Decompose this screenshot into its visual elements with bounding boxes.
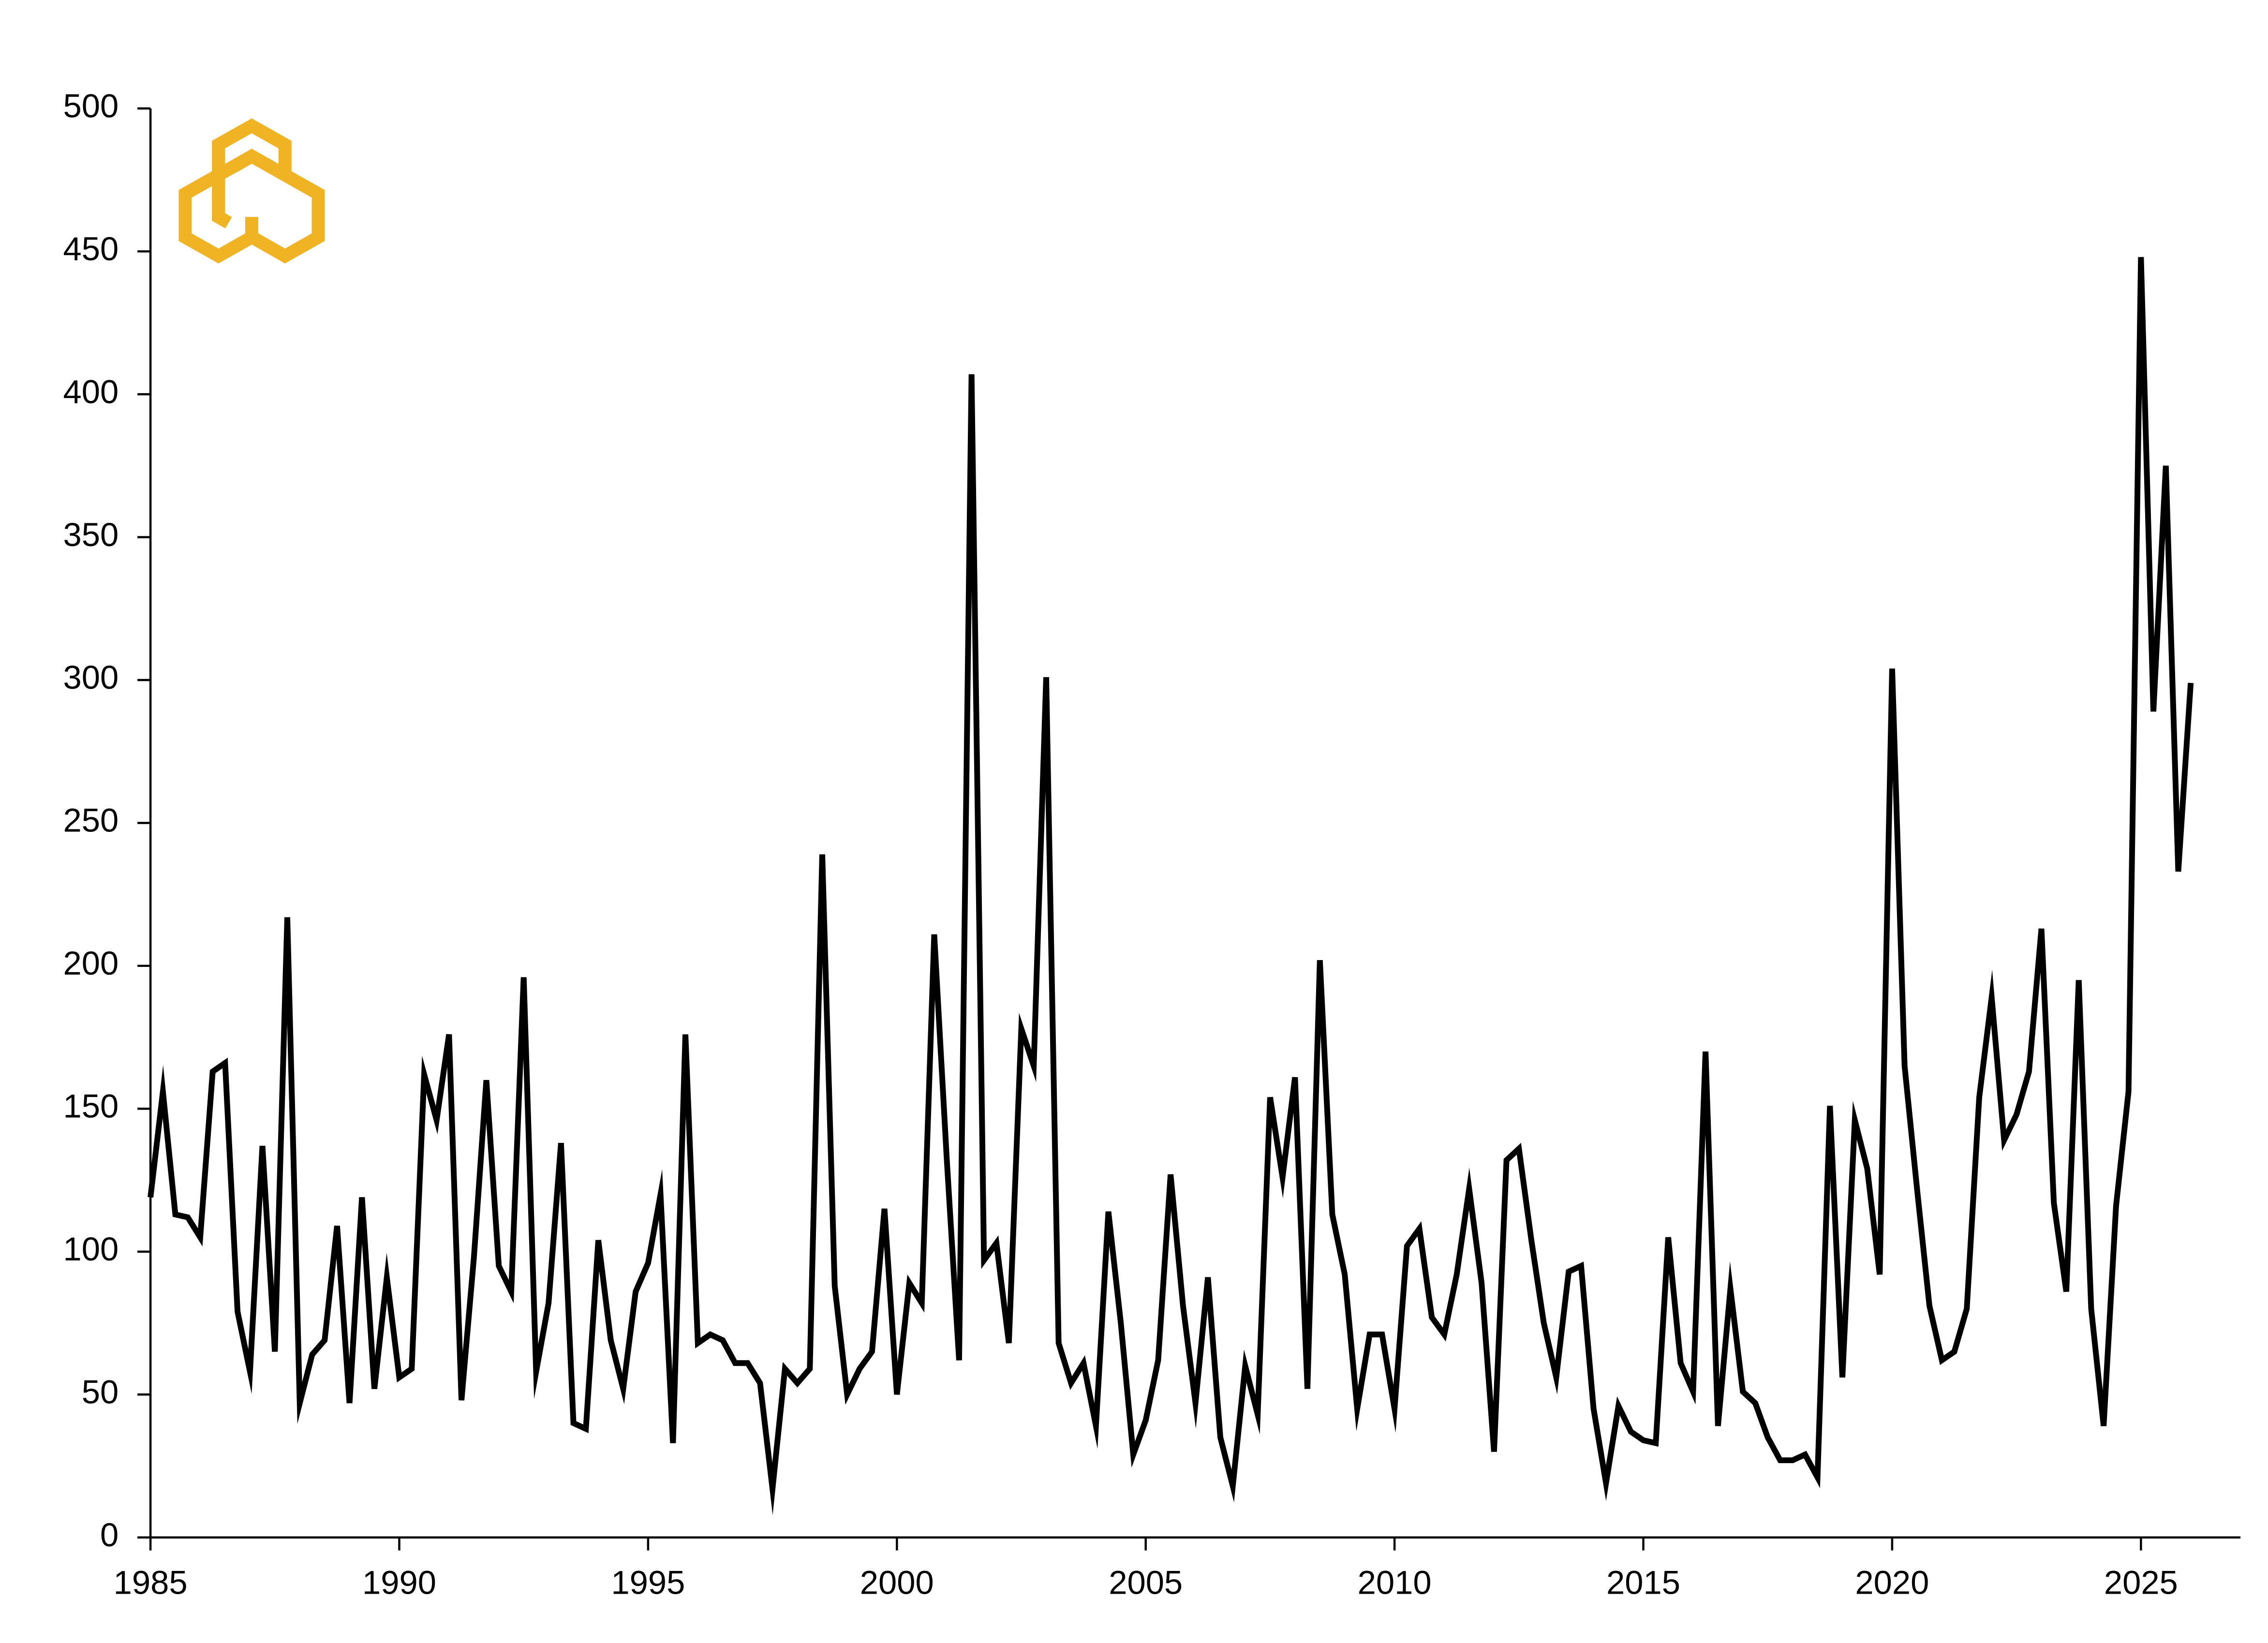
- x-tick-label: 2015: [1606, 1564, 1680, 1601]
- y-tick-label: 400: [63, 373, 119, 410]
- x-tick-label: 1995: [611, 1564, 685, 1601]
- y-tick-label: 450: [63, 230, 119, 267]
- y-tick-label: 150: [63, 1088, 119, 1125]
- y-tick-label: 50: [82, 1373, 119, 1410]
- x-tick-label: 2010: [1358, 1564, 1432, 1601]
- x-tick-label: 1990: [362, 1564, 436, 1601]
- x-tick-label: 2005: [1109, 1564, 1183, 1601]
- y-tick-label: 200: [63, 945, 119, 982]
- y-tick-label: 300: [63, 659, 119, 696]
- logo: [178, 118, 325, 264]
- x-tick-label: 2000: [860, 1564, 934, 1601]
- x-tick-label: 2020: [1855, 1564, 1929, 1601]
- data-line: [148, 257, 2194, 1515]
- y-tick-label: 350: [63, 516, 119, 553]
- y-tick-label: 0: [100, 1516, 119, 1554]
- x-tick-label: 2025: [2104, 1564, 2178, 1601]
- y-tick-label: 250: [63, 802, 119, 839]
- x-tick-label: 1985: [114, 1564, 188, 1601]
- y-tick-label: 100: [63, 1230, 119, 1268]
- y-tick-label: 500: [63, 87, 119, 124]
